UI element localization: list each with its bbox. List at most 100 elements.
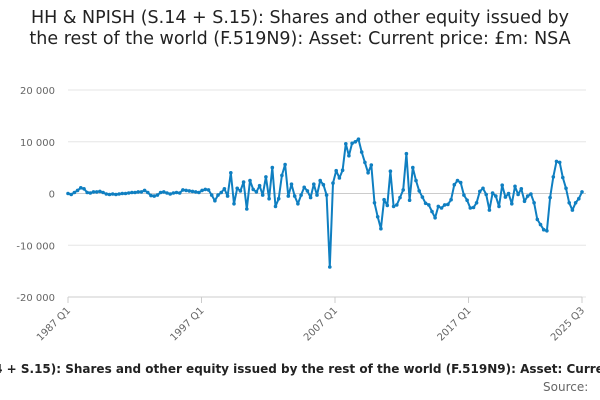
data-point[interactable] (152, 194, 156, 198)
data-point[interactable] (235, 186, 239, 191)
data-point[interactable] (162, 190, 166, 194)
data-point[interactable] (548, 195, 552, 200)
data-point[interactable] (449, 197, 453, 202)
data-point[interactable] (130, 190, 134, 195)
data-point[interactable] (270, 165, 275, 170)
data-point[interactable] (126, 191, 131, 195)
data-point[interactable] (369, 163, 374, 167)
data-point[interactable] (213, 198, 217, 203)
data-point[interactable] (308, 195, 313, 200)
data-point[interactable] (497, 204, 501, 209)
data-point[interactable] (439, 206, 444, 210)
data-point[interactable] (85, 190, 89, 195)
data-point[interactable] (455, 178, 460, 183)
data-point[interactable] (420, 195, 425, 199)
data-point[interactable] (315, 193, 319, 197)
data-point[interactable] (181, 188, 185, 192)
data-point[interactable] (165, 191, 169, 195)
data-point[interactable] (519, 187, 524, 191)
data-point[interactable] (474, 201, 479, 205)
data-point[interactable] (232, 202, 236, 206)
data-point[interactable] (142, 188, 147, 193)
data-point[interactable] (123, 191, 128, 196)
data-point[interactable] (503, 195, 508, 199)
data-point[interactable] (251, 187, 255, 192)
data-point[interactable] (171, 191, 176, 195)
data-point[interactable] (155, 193, 160, 197)
data-point[interactable] (570, 208, 575, 212)
data-point[interactable] (407, 198, 412, 202)
data-point[interactable] (366, 171, 370, 175)
data-point[interactable] (177, 191, 182, 195)
data-point[interactable] (353, 140, 358, 144)
data-point[interactable] (401, 188, 406, 192)
data-point[interactable] (487, 208, 492, 212)
data-point[interactable] (117, 192, 121, 196)
data-point[interactable] (388, 169, 393, 173)
data-point[interactable] (372, 201, 377, 205)
data-point[interactable] (356, 137, 361, 141)
data-point[interactable] (532, 201, 536, 205)
data-point[interactable] (184, 188, 188, 193)
data-point[interactable] (245, 207, 249, 211)
data-point[interactable] (468, 206, 473, 210)
data-point[interactable] (158, 190, 163, 195)
data-point[interactable] (241, 180, 246, 184)
data-point[interactable] (264, 175, 268, 179)
data-point[interactable] (385, 203, 390, 208)
data-point[interactable] (481, 186, 485, 191)
data-point[interactable] (452, 182, 457, 187)
data-point[interactable] (321, 182, 326, 187)
data-point[interactable] (471, 205, 476, 210)
data-point[interactable] (391, 204, 396, 209)
data-point[interactable] (75, 188, 80, 193)
data-point[interactable] (190, 189, 195, 194)
data-point[interactable] (404, 151, 409, 156)
data-point[interactable] (193, 190, 198, 194)
data-point[interactable] (200, 188, 204, 193)
data-point[interactable] (564, 186, 568, 191)
data-point[interactable] (324, 193, 329, 197)
data-point[interactable] (551, 175, 556, 179)
data-point[interactable] (222, 187, 227, 191)
data-point[interactable] (513, 184, 517, 189)
data-point[interactable] (580, 190, 584, 194)
data-point[interactable] (248, 178, 252, 183)
data-point[interactable] (267, 196, 271, 201)
data-point[interactable] (557, 160, 562, 165)
data-point[interactable] (350, 141, 354, 146)
data-point[interactable] (120, 191, 125, 196)
data-point[interactable] (254, 190, 259, 194)
data-point[interactable] (411, 165, 415, 170)
data-point[interactable] (283, 162, 287, 167)
data-point[interactable] (88, 191, 93, 195)
data-point[interactable] (305, 189, 310, 193)
data-point[interactable] (286, 194, 291, 198)
data-point[interactable] (417, 189, 422, 193)
data-point[interactable] (66, 191, 70, 196)
data-point[interactable] (318, 178, 323, 183)
data-point[interactable] (516, 192, 520, 197)
data-point[interactable] (577, 196, 581, 201)
data-point[interactable] (72, 190, 77, 195)
data-point[interactable] (107, 192, 112, 197)
data-point[interactable] (484, 192, 489, 197)
data-point[interactable] (229, 171, 233, 175)
data-point[interactable] (433, 216, 437, 220)
data-point[interactable] (561, 175, 565, 180)
data-point[interactable] (506, 191, 511, 196)
data-point[interactable] (206, 188, 211, 192)
data-point[interactable] (94, 190, 99, 194)
data-point[interactable] (529, 192, 533, 196)
data-point[interactable] (225, 194, 230, 198)
data-point[interactable] (69, 192, 73, 197)
data-point[interactable] (114, 192, 118, 197)
data-point[interactable] (292, 194, 297, 198)
data-point[interactable] (430, 209, 434, 214)
data-point[interactable] (478, 189, 482, 194)
data-point[interactable] (522, 199, 527, 204)
data-point[interactable] (567, 201, 571, 205)
data-point[interactable] (146, 190, 150, 195)
data-point[interactable] (82, 187, 86, 191)
data-point[interactable] (276, 196, 281, 201)
